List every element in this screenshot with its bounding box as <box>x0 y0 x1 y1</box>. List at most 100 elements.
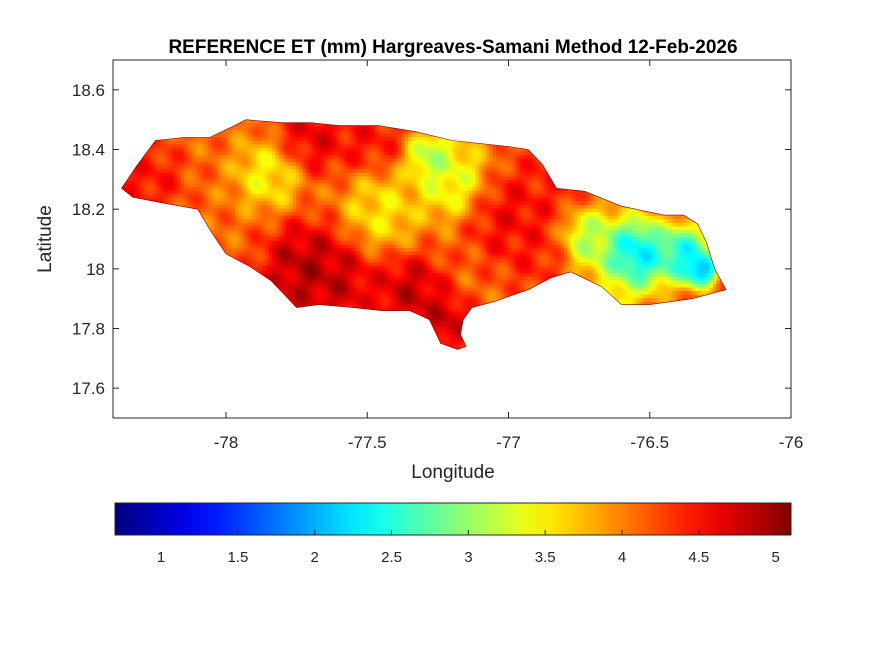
et-cell <box>184 322 189 327</box>
et-cell <box>208 351 212 355</box>
et-cell <box>285 329 290 334</box>
et-cell <box>665 304 670 309</box>
et-cell <box>584 322 589 327</box>
et-cell <box>201 326 206 331</box>
et-cell <box>353 333 358 338</box>
et-cell <box>475 283 480 288</box>
et-cell <box>526 293 531 299</box>
et-cell <box>391 286 395 291</box>
et-cell <box>133 272 138 277</box>
et-cell <box>187 297 192 302</box>
et-cell <box>523 276 528 281</box>
et-cell <box>238 355 242 359</box>
et-cell <box>445 286 450 291</box>
et-cell <box>441 333 446 338</box>
et-cell <box>563 297 568 302</box>
et-cell <box>272 272 277 277</box>
et-cell <box>407 276 412 281</box>
et-cell <box>418 283 423 288</box>
et-cell <box>218 279 223 284</box>
et-cell <box>187 265 192 270</box>
et-cell <box>669 340 673 345</box>
et-cell <box>607 347 612 350</box>
et-cell <box>323 301 328 306</box>
et-cell <box>136 301 141 306</box>
et-cell <box>424 340 429 345</box>
et-cell <box>506 304 511 309</box>
et-cell <box>343 297 348 302</box>
et-cell <box>472 319 477 324</box>
et-cell <box>302 268 307 273</box>
et-cell <box>289 308 294 313</box>
et-cell <box>584 326 589 331</box>
et-cell <box>675 301 680 306</box>
et-cell <box>448 286 453 291</box>
et-cell <box>340 333 345 338</box>
et-cell <box>214 336 219 342</box>
et-cell <box>638 340 643 345</box>
et-cell <box>360 265 365 270</box>
et-cell <box>648 326 653 331</box>
et-cell <box>604 293 609 299</box>
et-cell <box>638 344 643 349</box>
et-cell <box>170 340 175 345</box>
et-cell <box>367 355 371 359</box>
et-cell <box>652 301 656 306</box>
et-cell <box>502 315 507 320</box>
et-cell <box>553 304 558 309</box>
et-cell <box>309 333 314 338</box>
et-cell <box>655 304 660 309</box>
et-cell <box>302 272 307 277</box>
et-cell <box>720 351 724 355</box>
et-cell <box>207 333 212 338</box>
et-cell <box>411 333 416 338</box>
et-cell <box>607 276 612 281</box>
et-cell <box>326 326 331 331</box>
et-cell <box>116 312 120 316</box>
et-cell <box>367 301 372 306</box>
et-cell <box>428 279 433 284</box>
et-cell <box>211 293 216 299</box>
et-cell <box>655 311 660 316</box>
et-cell <box>652 283 656 288</box>
et-cell <box>218 333 223 338</box>
et-cell <box>133 258 138 263</box>
et-cell <box>496 297 501 302</box>
et-cell <box>648 347 653 350</box>
et-cell <box>394 326 399 331</box>
et-cell <box>184 301 189 306</box>
et-cell <box>530 333 534 338</box>
et-cell <box>316 304 321 309</box>
et-cell <box>682 286 687 291</box>
et-cell <box>418 265 423 270</box>
et-cell <box>540 322 545 327</box>
et-cell <box>669 268 673 273</box>
et-cell <box>527 355 531 359</box>
et-cell <box>509 308 514 313</box>
et-cell <box>540 283 545 288</box>
et-cell <box>543 293 548 299</box>
et-cell <box>123 265 128 270</box>
et-cell <box>282 276 287 281</box>
et-cell <box>218 283 223 288</box>
et-cell <box>496 311 501 316</box>
et-cell <box>513 268 517 273</box>
et-cell <box>279 279 284 284</box>
et-cell <box>458 283 463 288</box>
et-cell <box>577 265 582 270</box>
et-cell <box>282 268 287 273</box>
et-cell <box>465 319 470 324</box>
et-cell <box>553 329 558 334</box>
et-cell <box>377 355 381 359</box>
et-cell <box>713 336 717 342</box>
et-cell <box>662 265 667 270</box>
et-cell <box>685 336 690 342</box>
et-cell <box>150 290 155 295</box>
axes-frame <box>112 59 792 419</box>
et-cell <box>665 283 670 288</box>
et-cell <box>121 279 124 284</box>
et-cell <box>319 297 324 302</box>
et-cell <box>418 286 423 291</box>
et-cell <box>438 311 443 316</box>
et-cell <box>292 272 297 277</box>
